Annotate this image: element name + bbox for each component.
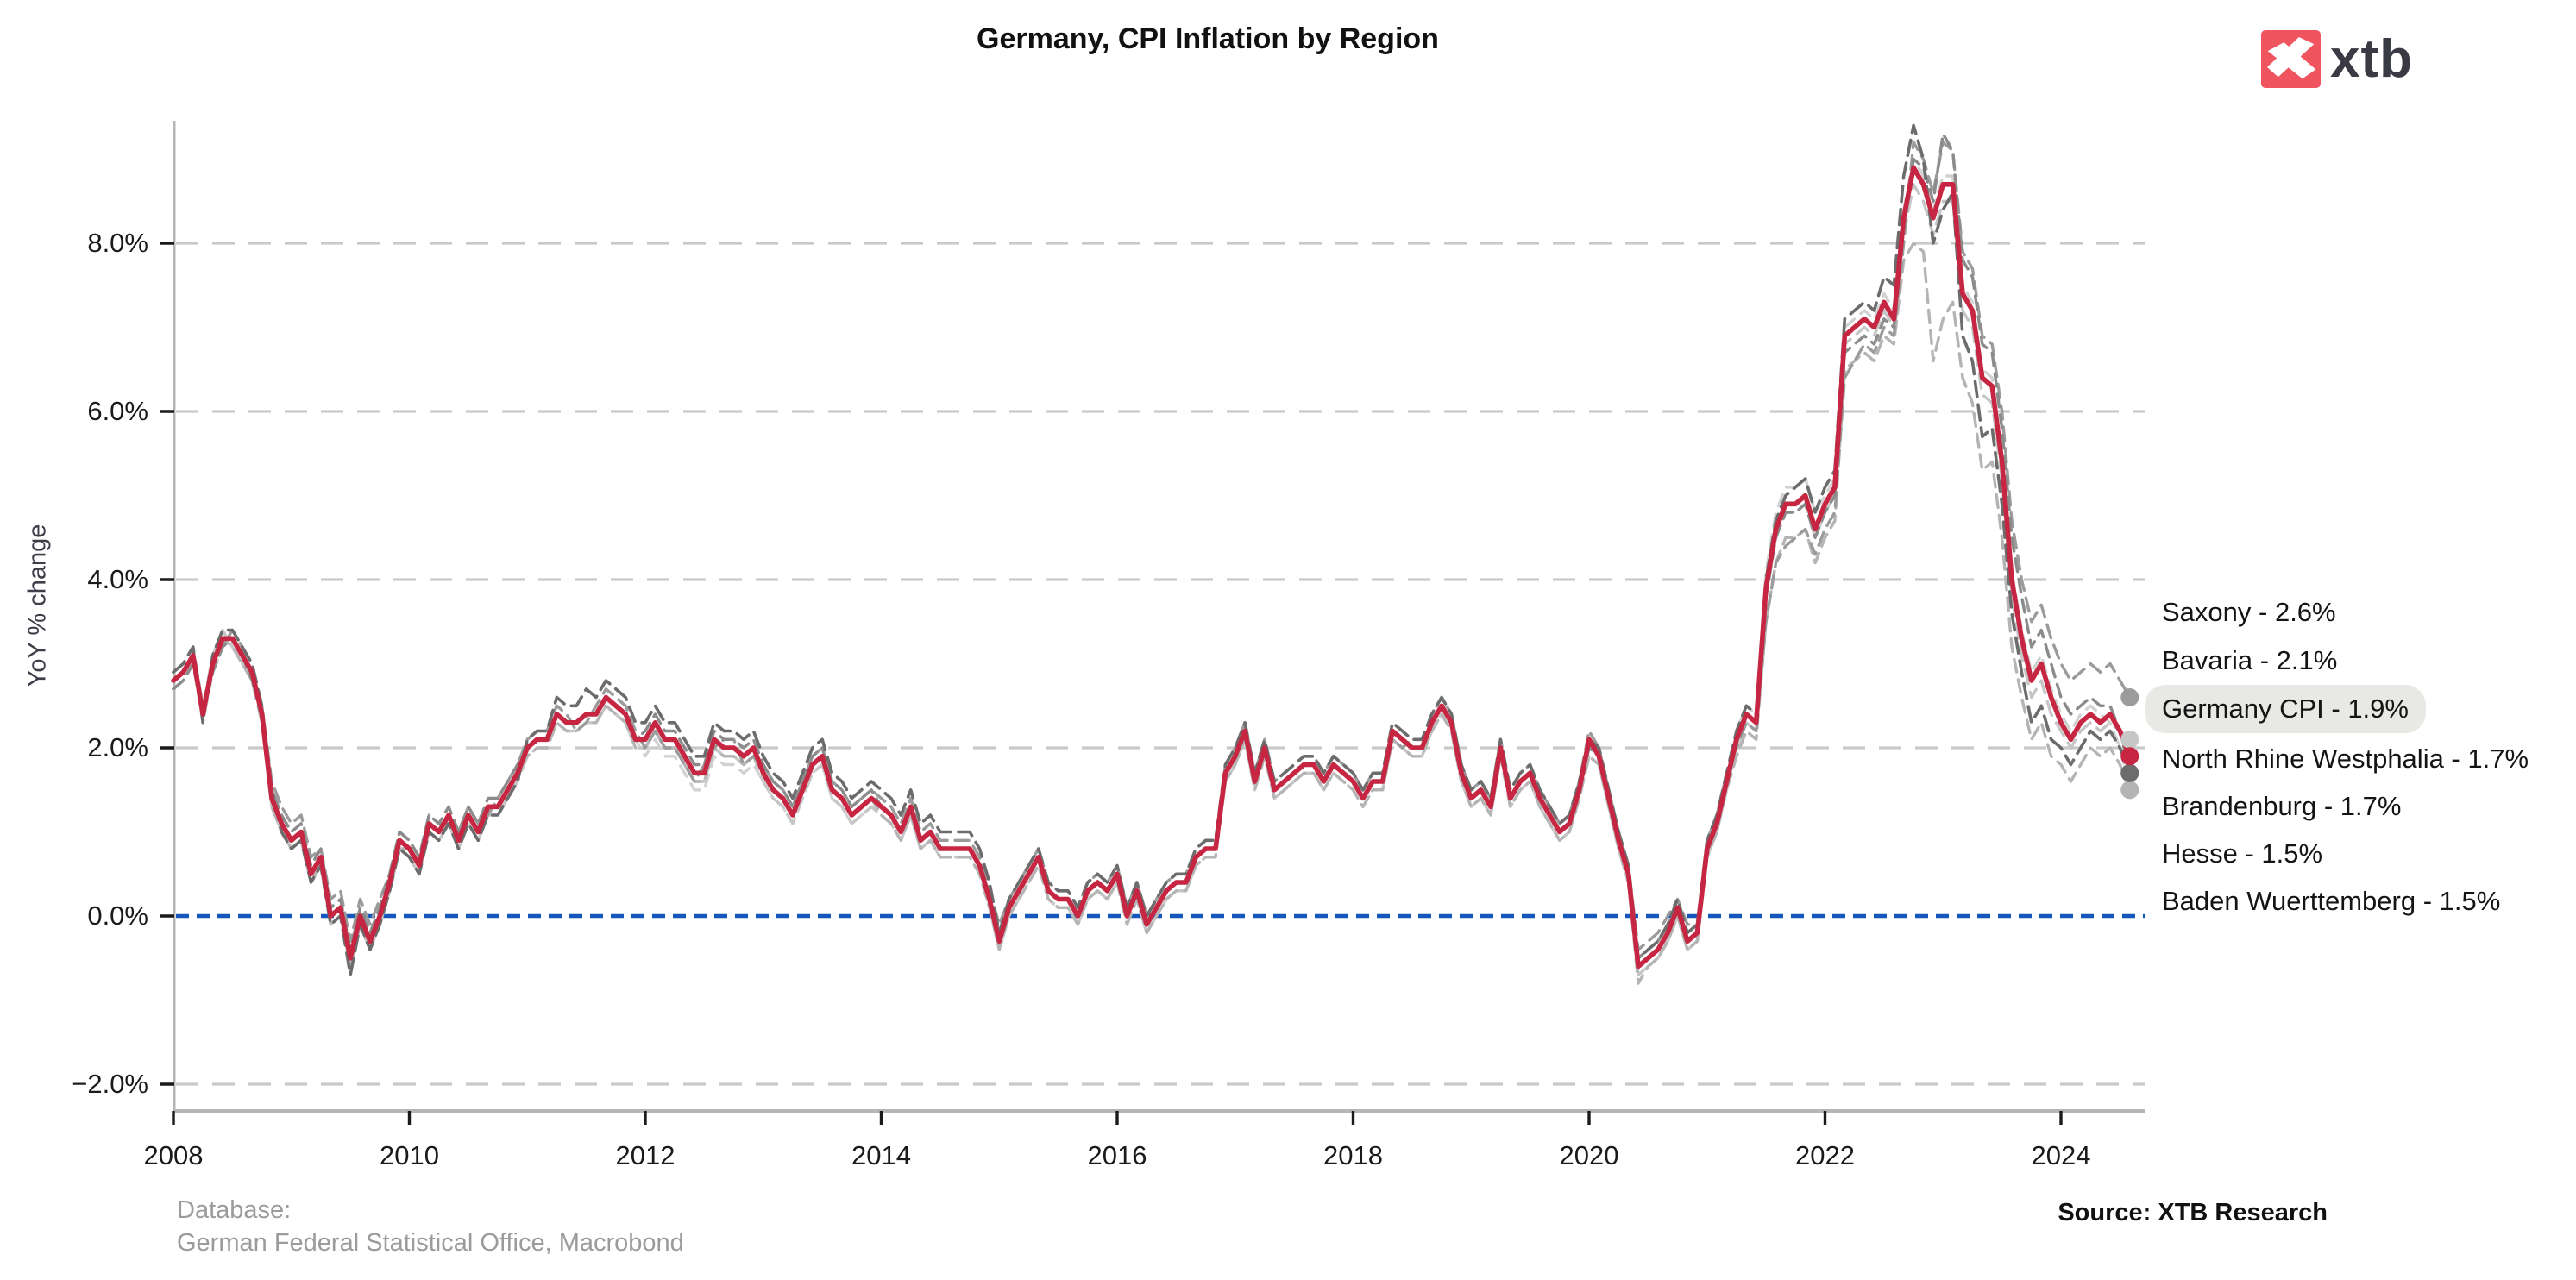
series-end-dot-north-rhine-westphalia [2120,763,2139,782]
series-end-dot-hesse [2120,781,2139,800]
x-tick-label: 2012 [616,1140,675,1170]
series-end-dot-saxony [2120,688,2139,706]
x-tick-label: 2020 [1560,1140,1619,1170]
y-tick-label: 0.0% [87,900,148,931]
x-tick-label: 2022 [1795,1140,1855,1170]
xtb-logo-mark [2261,30,2321,88]
y-axis-title: YoY % change [23,524,52,687]
x-tick-label: 2018 [1323,1140,1383,1170]
series-end-dot-bavaria [2120,730,2139,749]
y-tick-label: −2.0% [72,1069,148,1099]
legend-item-hesse: Hesse - 1.5% [2162,838,2323,869]
y-tick-label: 2.0% [87,732,148,762]
legend-item-north-rhine-westphalia: North Rhine Westphalia - 1.7% [2162,744,2529,774]
x-tick-label: 2016 [1088,1140,1147,1170]
x-tick-label: 2010 [380,1140,439,1170]
source-note: Source: XTB Research [2058,1199,2328,1227]
series-line-hesse [172,242,2132,985]
xtb-logo: xtb [2261,30,2413,88]
y-tick-label: 8.0% [87,228,148,258]
database-label: Database: [177,1196,292,1224]
page-title: Germany, CPI Inflation by Region [977,22,1439,55]
x-tick-label: 2014 [851,1140,911,1170]
legend-item-bavaria: Bavaria - 2.1% [2162,645,2338,675]
legend-item-germany-cpi: Germany CPI - 1.9% [2145,685,2426,733]
legend-item-baden-wuerttemberg: Baden Wuerttemberg - 1.5% [2162,886,2501,916]
series-line-brandenburg [172,132,2132,960]
y-tick-label: 4.0% [87,564,148,594]
xtb-logo-text: xtb [2330,29,2413,89]
database-value: German Federal Statistical Office, Macro… [177,1229,684,1257]
series-line-north-rhine-westphalia [172,123,2132,977]
series-end-dot-germany-cpi [2120,747,2139,766]
database-note: Database: German Federal Statistical Off… [177,1194,684,1259]
y-tick-label: 6.0% [87,396,148,426]
series-line-germany-cpi [171,165,2133,969]
x-tick-label: 2024 [2032,1140,2091,1170]
x-bird-icon [2267,37,2316,79]
legend-item-brandenburg: Brandenburg - 1.7% [2162,791,2402,821]
x-tick-label: 2008 [144,1140,204,1170]
legend-item-saxony: Saxony - 2.6% [2162,597,2336,627]
series-line-baden-wuerttemberg [172,157,2132,977]
